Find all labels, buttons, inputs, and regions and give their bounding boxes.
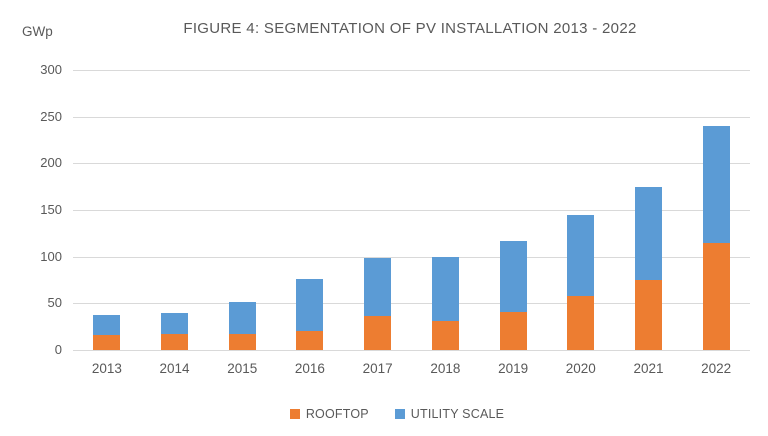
- x-axis-label-2020: 2020: [565, 361, 596, 376]
- y-tick-label-0: 0: [54, 342, 62, 357]
- bar-2016-rooftop: [296, 331, 324, 350]
- bar-2022-utility-scale: [702, 126, 730, 243]
- gridline-150: [73, 210, 750, 211]
- bar-2021-utility-scale: [635, 186, 662, 280]
- y-tick-label-150: 150: [40, 202, 62, 217]
- bar-2017-utility-scale: [364, 257, 392, 316]
- y-tick-label-300: 300: [40, 62, 62, 77]
- gridline-100: [73, 257, 750, 258]
- gridline-250: [73, 117, 750, 118]
- x-axis-label-2016: 2016: [294, 361, 325, 376]
- y-tick-label-200: 200: [40, 155, 62, 170]
- bar-2015-utility-scale: [228, 302, 256, 335]
- bar-2013-utility-scale: [93, 314, 121, 336]
- legend-swatch-utility-scale: [394, 409, 405, 419]
- bar-2019-utility-scale: [499, 240, 527, 312]
- x-axis-label-2017: 2017: [362, 361, 393, 376]
- bar-2019-rooftop: [499, 311, 527, 350]
- bar-2018-utility-scale: [431, 256, 459, 322]
- x-axis-label-2015: 2015: [227, 361, 258, 376]
- bar-2014-utility-scale: [161, 312, 188, 335]
- legend-item-utility-scale: UTILITY SCALE: [394, 407, 505, 421]
- y-tick-label-100: 100: [40, 249, 62, 264]
- gridline-200: [73, 163, 750, 164]
- bar-2021-rooftop: [635, 280, 662, 350]
- gridline-300: [73, 70, 750, 71]
- bar-2022-rooftop: [702, 242, 730, 350]
- legend-swatch-rooftop: [289, 409, 300, 419]
- bar-2015-rooftop: [228, 334, 256, 350]
- gridline-50: [73, 303, 750, 304]
- bar-2020-utility-scale: [567, 214, 595, 296]
- legend: ROOFTOP UTILITY SCALE: [13, 407, 768, 421]
- x-axis-label-2013: 2013: [91, 361, 122, 376]
- x-axis-label-2019: 2019: [498, 361, 529, 376]
- x-axis-label-2018: 2018: [430, 361, 461, 376]
- y-axis-units-label: GWp: [22, 24, 53, 39]
- y-tick-label-50: 50: [47, 295, 62, 310]
- bar-2016-utility-scale: [296, 279, 324, 332]
- y-axis: 0 50 100 150 200 250 300: [0, 62, 62, 357]
- bar-2020-rooftop: [567, 295, 595, 350]
- bar-2013-rooftop: [93, 335, 121, 350]
- y-tick-label-250: 250: [40, 109, 62, 124]
- gridline-0: [73, 350, 750, 351]
- x-axis-label-2022: 2022: [701, 361, 732, 376]
- x-axis-label-2014: 2014: [159, 361, 190, 376]
- plot-area: 2013 2014 2015 2016 2017 2018 2019 2020 2021 2022: [73, 70, 750, 376]
- chart-title: FIGURE 4: SEGMENTATION OF PV INSTALLATIO…: [183, 20, 637, 37]
- x-axis-label-2021: 2021: [633, 361, 664, 376]
- legend-label-rooftop: ROOFTOP: [305, 407, 369, 421]
- legend-label-utility-scale: UTILITY SCALE: [410, 407, 505, 421]
- bar-2018-rooftop: [431, 321, 459, 350]
- bar-2014-rooftop: [161, 334, 188, 350]
- bar-2017-rooftop: [364, 315, 392, 350]
- legend-item-rooftop: ROOFTOP: [289, 407, 369, 421]
